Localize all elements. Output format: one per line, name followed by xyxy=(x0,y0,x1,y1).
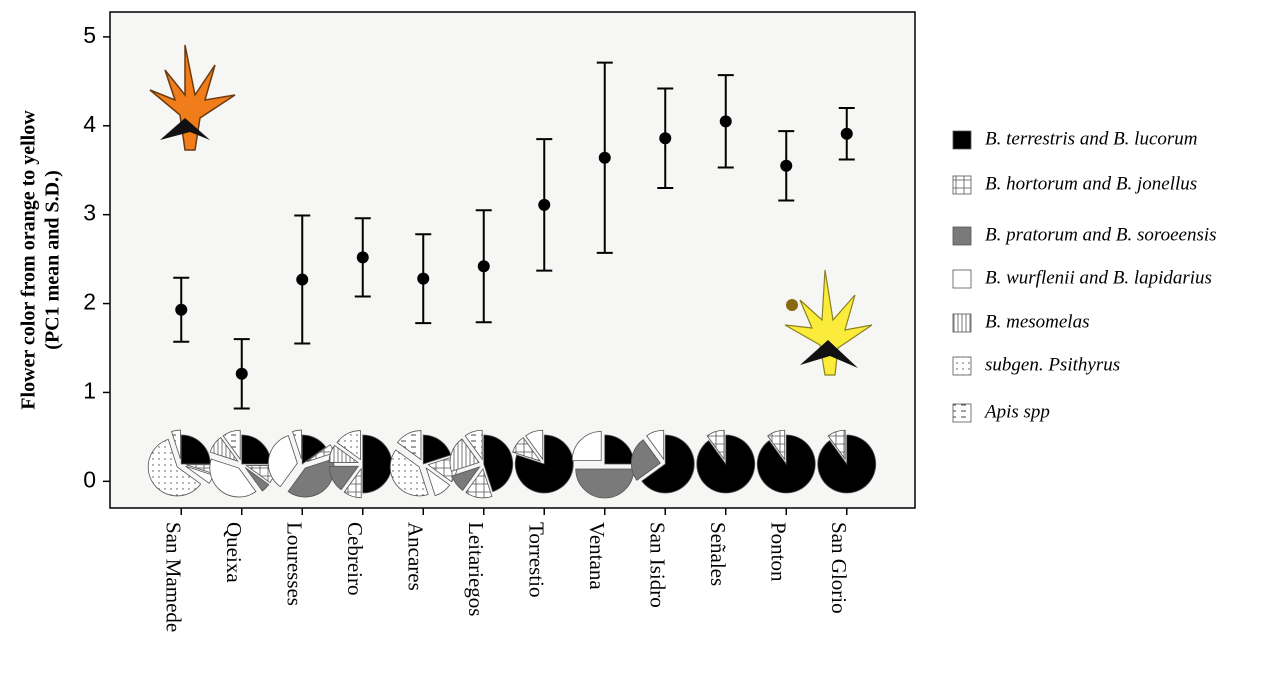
y-tick-label: 0 xyxy=(83,466,96,492)
legend-swatch xyxy=(953,227,971,245)
legend-swatch xyxy=(953,404,971,422)
x-tick-label: Ponton xyxy=(766,522,790,582)
x-tick-label: Torrestio xyxy=(524,522,548,598)
y-tick-label: 2 xyxy=(83,289,96,315)
legend-label: B. terrestris and B. lucorum xyxy=(985,128,1198,149)
mean-dot xyxy=(236,368,248,380)
y-axis-title: (PC1 mean and S.D.) xyxy=(42,170,64,349)
x-tick-label: Ventana xyxy=(585,522,609,590)
legend-swatch xyxy=(953,131,971,149)
legend-label: B. mesomelas xyxy=(985,311,1089,332)
x-tick-label: Louresses xyxy=(282,522,306,606)
x-tick-label: Cebreiro xyxy=(343,522,367,595)
mean-dot xyxy=(296,274,308,286)
y-tick-label: 4 xyxy=(83,111,96,137)
y-tick-label: 3 xyxy=(83,200,96,226)
legend-swatch xyxy=(953,357,971,375)
mean-dot xyxy=(841,128,853,140)
x-tick-label: San Mamede xyxy=(161,522,185,632)
x-tick-label: San Glorio xyxy=(827,522,851,614)
mean-dot xyxy=(538,199,550,211)
mean-dot xyxy=(780,160,792,172)
mean-dot xyxy=(478,260,490,272)
y-axis-title: Flower color from orange to yellow xyxy=(18,110,40,410)
x-tick-label: Señales xyxy=(706,522,730,586)
legend-label: B. wurflenii and B. lapidarius xyxy=(985,267,1212,288)
mean-dot xyxy=(599,152,611,164)
x-tick-label: San Isidro xyxy=(645,522,669,608)
mean-dot xyxy=(659,132,671,144)
x-tick-label: Queixa xyxy=(222,522,246,583)
legend-label: B. hortorum and B. jonellus xyxy=(985,173,1197,194)
mean-dot xyxy=(720,115,732,127)
pie-slice xyxy=(818,435,876,493)
legend-swatch xyxy=(953,176,971,194)
mean-dot xyxy=(417,273,429,285)
chart: Flower color from orange to yellow (PC1 … xyxy=(0,0,1287,677)
legend-swatch xyxy=(953,314,971,332)
pie-slice xyxy=(757,435,815,493)
legend-label: B. pratorum and B. soroeensis xyxy=(985,224,1217,245)
legend-label: subgen. Psithyrus xyxy=(985,354,1120,375)
y-tick-label: 1 xyxy=(83,378,96,404)
pie-slice xyxy=(697,435,755,493)
y-tick-label: 5 xyxy=(83,22,96,48)
mean-dot xyxy=(175,304,187,316)
mean-dot xyxy=(357,251,369,263)
legend-swatch xyxy=(953,270,971,288)
legend-label: Apis spp xyxy=(983,401,1050,422)
x-tick-label: Leitariegos xyxy=(464,522,488,616)
x-tick-label: Ancares xyxy=(403,522,427,591)
page: Flower color from orange to yellow (PC1 … xyxy=(0,0,1287,677)
